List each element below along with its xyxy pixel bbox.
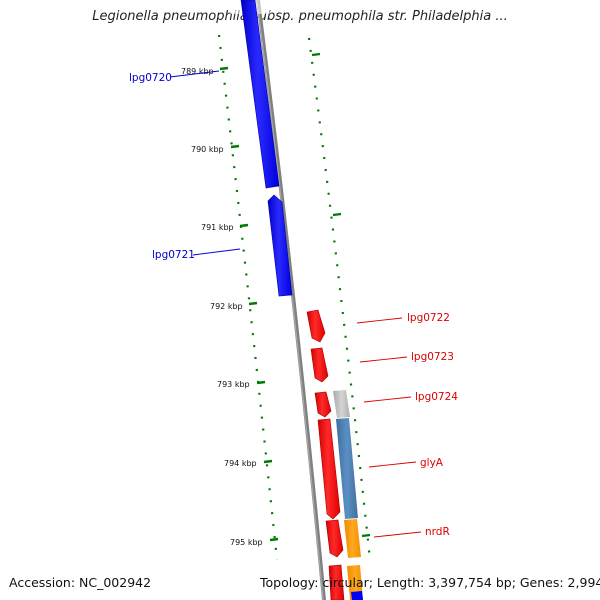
- tick-mark: [239, 223, 249, 228]
- backbone-highlight: [256, 0, 324, 600]
- gene-labels: lpg0720 lpg0721 lpg0722 lpg0723 lpg0724 …: [129, 70, 458, 538]
- label-glyA[interactable]: glyA: [420, 457, 444, 469]
- tick-label: 793 kbp: [217, 380, 250, 389]
- tick-mark: [256, 380, 266, 385]
- cog-bar-lpg0724: [333, 390, 350, 418]
- label-nrdR[interactable]: nrdR: [425, 526, 450, 538]
- tick-mark: [219, 66, 229, 71]
- tick-mark: [248, 301, 258, 306]
- label-lpg0720[interactable]: lpg0720: [129, 72, 172, 84]
- leader-line: [192, 248, 241, 256]
- gene-lpg0724[interactable]: [314, 391, 332, 418]
- gene-lpg0721[interactable]: [267, 194, 293, 297]
- leader-line: [368, 461, 417, 468]
- tick-marks: [219, 52, 371, 542]
- cog-bar-nrdR: [344, 519, 361, 558]
- gene-lpg0720[interactable]: [240, 0, 280, 189]
- tick-mark: [332, 212, 342, 217]
- label-lpg0721[interactable]: lpg0721: [152, 249, 195, 261]
- leader-line: [373, 531, 422, 538]
- tick-mark: [263, 459, 273, 464]
- tick-mark: [269, 537, 279, 542]
- label-lpg0724[interactable]: lpg0724: [415, 391, 458, 403]
- cog-bar-glyA: [336, 418, 358, 519]
- tick-label: 794 kbp: [224, 459, 257, 468]
- tick-label: 795 kbp: [230, 538, 263, 547]
- leader-line: [169, 70, 220, 78]
- outer-guide-ring: [307, 37, 372, 561]
- gene-lpg0723[interactable]: [310, 347, 329, 383]
- inner-guide-ring: [217, 34, 279, 561]
- label-lpg0723[interactable]: lpg0723: [411, 351, 454, 363]
- tick-mark: [311, 52, 321, 57]
- tick-label: 790 kbp: [191, 145, 224, 154]
- gene-next[interactable]: [328, 564, 345, 600]
- tick-label: 791 kbp: [201, 223, 234, 232]
- label-lpg0722[interactable]: lpg0722: [407, 312, 450, 324]
- tick-mark: [361, 533, 371, 538]
- gene-lpg0722[interactable]: [306, 309, 326, 343]
- leader-line: [363, 396, 412, 403]
- leader-line: [359, 356, 408, 363]
- tick-label: 792 kbp: [210, 302, 243, 311]
- tick-mark: [230, 144, 240, 149]
- genome-title: Legionella pneumophila subsp. pneumophil…: [92, 9, 508, 24]
- gene-glyA[interactable]: [317, 418, 341, 520]
- leader-line: [356, 317, 403, 324]
- cog-bar-next: [347, 565, 363, 600]
- backbone-ring: [256, 0, 326, 600]
- topology-text: Topology: circular; Length: 3,397,754 bp…: [260, 575, 600, 590]
- accession-text: Accession: NC_002942: [9, 575, 152, 590]
- gene-nrdR[interactable]: [325, 519, 344, 558]
- tick-label: 789 kbp: [181, 67, 214, 76]
- cog-bar-next-blue: [351, 591, 363, 600]
- tick-labels: 789 kbp 790 kbp 791 kbp 792 kbp 793 kbp …: [181, 67, 263, 547]
